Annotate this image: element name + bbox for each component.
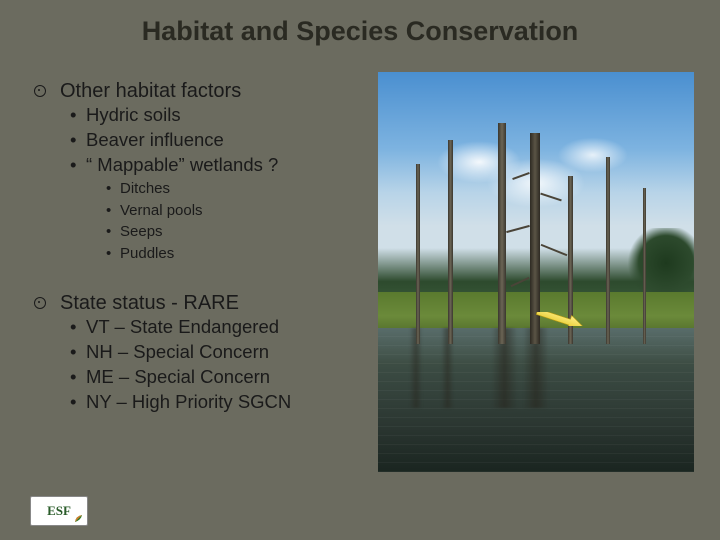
list-item-text: VT – State Endangered bbox=[86, 315, 279, 340]
bullet-icon: • bbox=[70, 153, 86, 178]
bullet-icon: • bbox=[70, 340, 86, 365]
sub-list-item: •Vernal pools bbox=[106, 200, 364, 222]
target-bullet-icon bbox=[34, 297, 46, 309]
bullet-icon: • bbox=[106, 243, 120, 265]
list-item-text: ME – Special Concern bbox=[86, 365, 270, 390]
sub-list-item-text: Vernal pools bbox=[120, 200, 203, 222]
list-item: •Beaver influence bbox=[70, 128, 364, 153]
list-item: •NY – High Priority SGCN bbox=[70, 390, 364, 415]
sub-list-item-text: Ditches bbox=[120, 178, 170, 200]
sub-list-item: •Seeps bbox=[106, 221, 364, 243]
bullet-icon: • bbox=[70, 315, 86, 340]
esf-logo-text: ESF bbox=[47, 503, 71, 519]
sub-list-item-text: Puddles bbox=[120, 243, 174, 265]
bullet-icon: • bbox=[70, 390, 86, 415]
bullet-icon: • bbox=[106, 221, 120, 243]
bullet-icon: • bbox=[106, 178, 120, 200]
section-2-heading: State status - RARE bbox=[60, 291, 239, 315]
sub-list-item-text: Seeps bbox=[120, 221, 163, 243]
slide-title: Habitat and Species Conservation bbox=[0, 16, 720, 47]
bullet-icon: • bbox=[70, 128, 86, 153]
list-item-text: NH – Special Concern bbox=[86, 340, 269, 365]
list-item: •ME – Special Concern bbox=[70, 365, 364, 390]
bullet-icon: • bbox=[70, 103, 86, 128]
list-item: •“ Mappable” wetlands ? bbox=[70, 153, 364, 178]
list-item: •Hydric soils bbox=[70, 103, 364, 128]
slide: Habitat and Species Conservation Other h… bbox=[0, 0, 720, 540]
sub-list-item: •Puddles bbox=[106, 243, 364, 265]
list-item-text: Beaver influence bbox=[86, 128, 224, 153]
leaf-icon bbox=[74, 513, 84, 523]
bullet-icon: • bbox=[70, 365, 86, 390]
annotation-arrow-icon bbox=[536, 312, 584, 326]
list-item-text: Hydric soils bbox=[86, 103, 181, 128]
photo-reflection bbox=[378, 328, 694, 408]
list-item: •VT – State Endangered bbox=[70, 315, 364, 340]
list-item-text: “ Mappable” wetlands ? bbox=[86, 153, 278, 178]
section-2: State status - RARE •VT – State Endanger… bbox=[34, 291, 364, 415]
section-1-heading: Other habitat factors bbox=[60, 79, 241, 103]
sub-list-item: •Ditches bbox=[106, 178, 364, 200]
esf-logo: ESF bbox=[30, 496, 88, 526]
bullet-icon: • bbox=[106, 200, 120, 222]
list-item: •NH – Special Concern bbox=[70, 340, 364, 365]
section-1-heading-row: Other habitat factors bbox=[34, 79, 364, 103]
target-bullet-icon bbox=[34, 85, 46, 97]
content-column: Other habitat factors •Hydric soils •Bea… bbox=[34, 75, 364, 415]
list-item-text: NY – High Priority SGCN bbox=[86, 390, 291, 415]
section-2-heading-row: State status - RARE bbox=[34, 291, 364, 315]
wetland-photo bbox=[378, 72, 694, 472]
